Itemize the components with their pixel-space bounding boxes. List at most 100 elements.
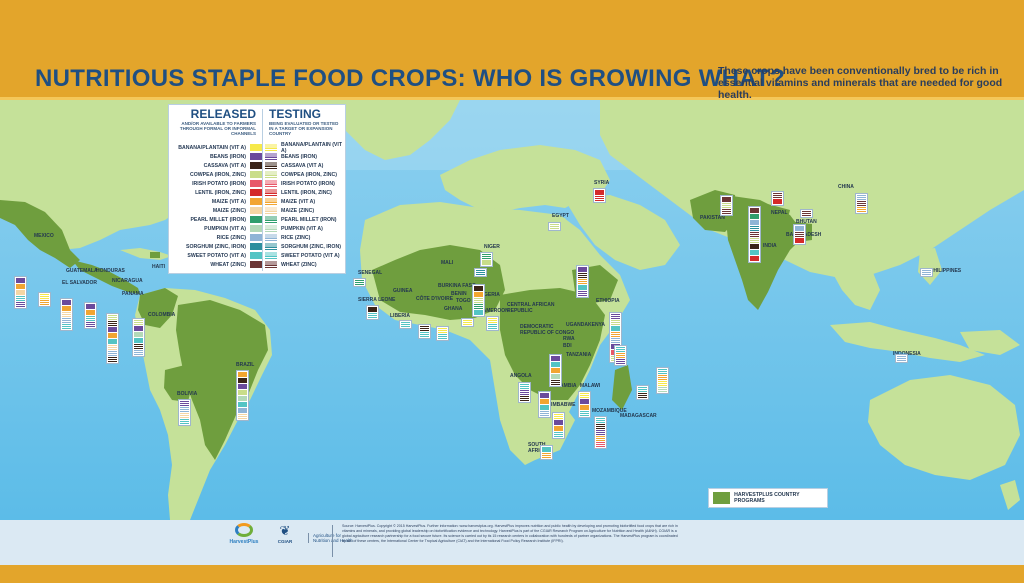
crop-testing-marker: [108, 357, 117, 362]
indonesia-land: [830, 322, 985, 362]
legend-testing-swatch: [265, 171, 277, 178]
crop-released-marker: [368, 307, 377, 312]
label-liberia: LIBERIA: [390, 313, 410, 319]
legend-released-swatch: [250, 162, 262, 169]
crop-testing-marker: [580, 411, 589, 416]
legend-released-swatch: [250, 189, 262, 196]
crop-testing-marker: [616, 353, 625, 358]
crop-released-marker: [474, 292, 483, 297]
legend-testing-item-label: MAIZE (VIT A): [281, 198, 316, 205]
crop-stack-cote-divoire: [436, 326, 449, 341]
crop-stack-drc-rwanda: [549, 354, 562, 387]
legend-testing-rows: BANANA/PLANTAIN (VIT A) BEANS (IRON) CASSA…: [265, 142, 345, 269]
crop-stack-nigeria: [472, 284, 485, 317]
crop-stack-bangladesh: [793, 224, 806, 245]
legend-testing-item-label: RICE (ZINC): [281, 234, 311, 241]
bolivia-land: [164, 365, 192, 402]
label-guatemala: GUATEMALA: [66, 268, 98, 274]
label-mozambique: MOZAMBIQUE: [592, 408, 627, 414]
legend-testing-item: WHEAT (ZINC): [265, 260, 345, 269]
crop-testing-marker: [802, 211, 811, 216]
crop-released-marker: [551, 374, 560, 379]
crop-stack-angola: [518, 382, 531, 403]
crop-testing-marker: [62, 312, 71, 317]
crop-stack-syria: [593, 188, 606, 203]
legend-testing-swatch: [265, 153, 277, 160]
crop-released-marker: [482, 260, 491, 265]
crop-testing-marker: [108, 345, 117, 350]
crop-testing-marker: [134, 320, 143, 325]
label-bhutan: BHUTAN: [796, 219, 817, 225]
crop-released-marker: [238, 384, 247, 389]
crop-released-marker: [554, 420, 563, 425]
crop-testing-marker: [658, 381, 667, 386]
legend-released-swatch: [250, 252, 262, 259]
legend-released-item: COWPEA (IRON, ZINC): [172, 170, 262, 179]
page-subtitle: These crops have been conventionally bre…: [718, 65, 1003, 101]
crop-stack-pakistan: [720, 195, 733, 216]
legend-testing-item-label: SORGHUM (ZINC, IRON): [281, 243, 341, 250]
legend-testing-swatch: [265, 162, 277, 169]
crop-released-marker: [540, 405, 549, 410]
crop-testing-marker: [180, 407, 189, 412]
crop-testing-marker: [474, 298, 483, 303]
legend-released-item-label: IRISH POTATO (IRON): [192, 180, 246, 187]
legend-released-item: SORGHUM (ZINC, IRON): [172, 242, 262, 251]
crop-testing-marker: [520, 384, 529, 389]
legend-released-item: LENTIL (IRON, ZINC): [172, 188, 262, 197]
crop-stack-senegal: [353, 278, 366, 287]
crop-stack-indonesia: [895, 354, 908, 363]
crop-stack-brazil: [236, 370, 249, 421]
crop-stack-car: [576, 265, 589, 298]
label-panama: PANAMA: [122, 291, 144, 297]
crop-testing-marker: [616, 359, 625, 364]
crop-released-marker: [551, 362, 560, 367]
crop-stack-tanzania: [656, 367, 669, 394]
legend-released-swatch: [250, 225, 262, 232]
crop-released-marker: [62, 300, 71, 305]
legend-released-rows: BANANA/PLANTAIN (VIT A) BEANS (IRON) CASSA…: [172, 143, 262, 269]
crop-testing-marker: [611, 332, 620, 337]
legend-testing-swatch: [265, 252, 277, 259]
crop-testing-marker: [550, 224, 559, 229]
label-kenya: KENYA: [588, 322, 606, 328]
crop-released-marker: [750, 244, 759, 249]
crop-testing-marker: [596, 424, 605, 429]
crop-released-marker: [238, 390, 247, 395]
legend-released-item: IRISH POTATO (IRON): [172, 179, 262, 188]
crop-testing-marker: [476, 270, 485, 275]
legend-released-swatch: [250, 216, 262, 223]
crop-testing-marker: [134, 344, 143, 349]
crop-testing-marker: [897, 356, 906, 361]
legend-released-swatch: [250, 207, 262, 214]
crop-testing-marker: [857, 201, 866, 206]
label-mali: MALI: [441, 260, 454, 266]
legend-testing-item-label: LENTIL (IRON, ZINC): [281, 189, 332, 196]
middle-east-land: [565, 195, 680, 270]
label-mexico: MEXICO: [34, 233, 54, 239]
legend-released-item: RICE (ZINC): [172, 233, 262, 242]
crop-released-marker: [86, 310, 95, 315]
crop-stack-liberia: [399, 320, 412, 329]
crop-stack-colombia: [132, 318, 145, 357]
crop-stack-bhutan: [800, 209, 813, 218]
title-band: [0, 62, 1024, 100]
crop-stack-malawi: [578, 391, 591, 418]
label-angola: ANGOLA: [510, 373, 532, 379]
crop-stack-mozambique: [594, 416, 607, 449]
legend-testing-column: TESTING BEING EVALUATED OR TESTED IN A T…: [265, 107, 345, 269]
crop-testing-marker: [488, 318, 497, 323]
madagascar-land: [612, 365, 632, 410]
label-el-salvador: EL SALVADOR: [62, 280, 98, 286]
label-niger: NIGER: [484, 244, 500, 250]
legend-testing-item-label: SWEET POTATO (VIT A): [281, 252, 340, 259]
label-syria: SYRIA: [594, 180, 610, 186]
crop-released-marker: [578, 267, 587, 272]
crop-released-marker: [750, 256, 759, 261]
crop-released-marker: [134, 338, 143, 343]
label-bolivia: BOLIVIA: [177, 391, 198, 397]
crop-testing-marker: [180, 413, 189, 418]
label-india: INDIA: [763, 243, 777, 249]
crop-testing-marker: [134, 350, 143, 355]
crop-released-marker: [542, 447, 551, 452]
